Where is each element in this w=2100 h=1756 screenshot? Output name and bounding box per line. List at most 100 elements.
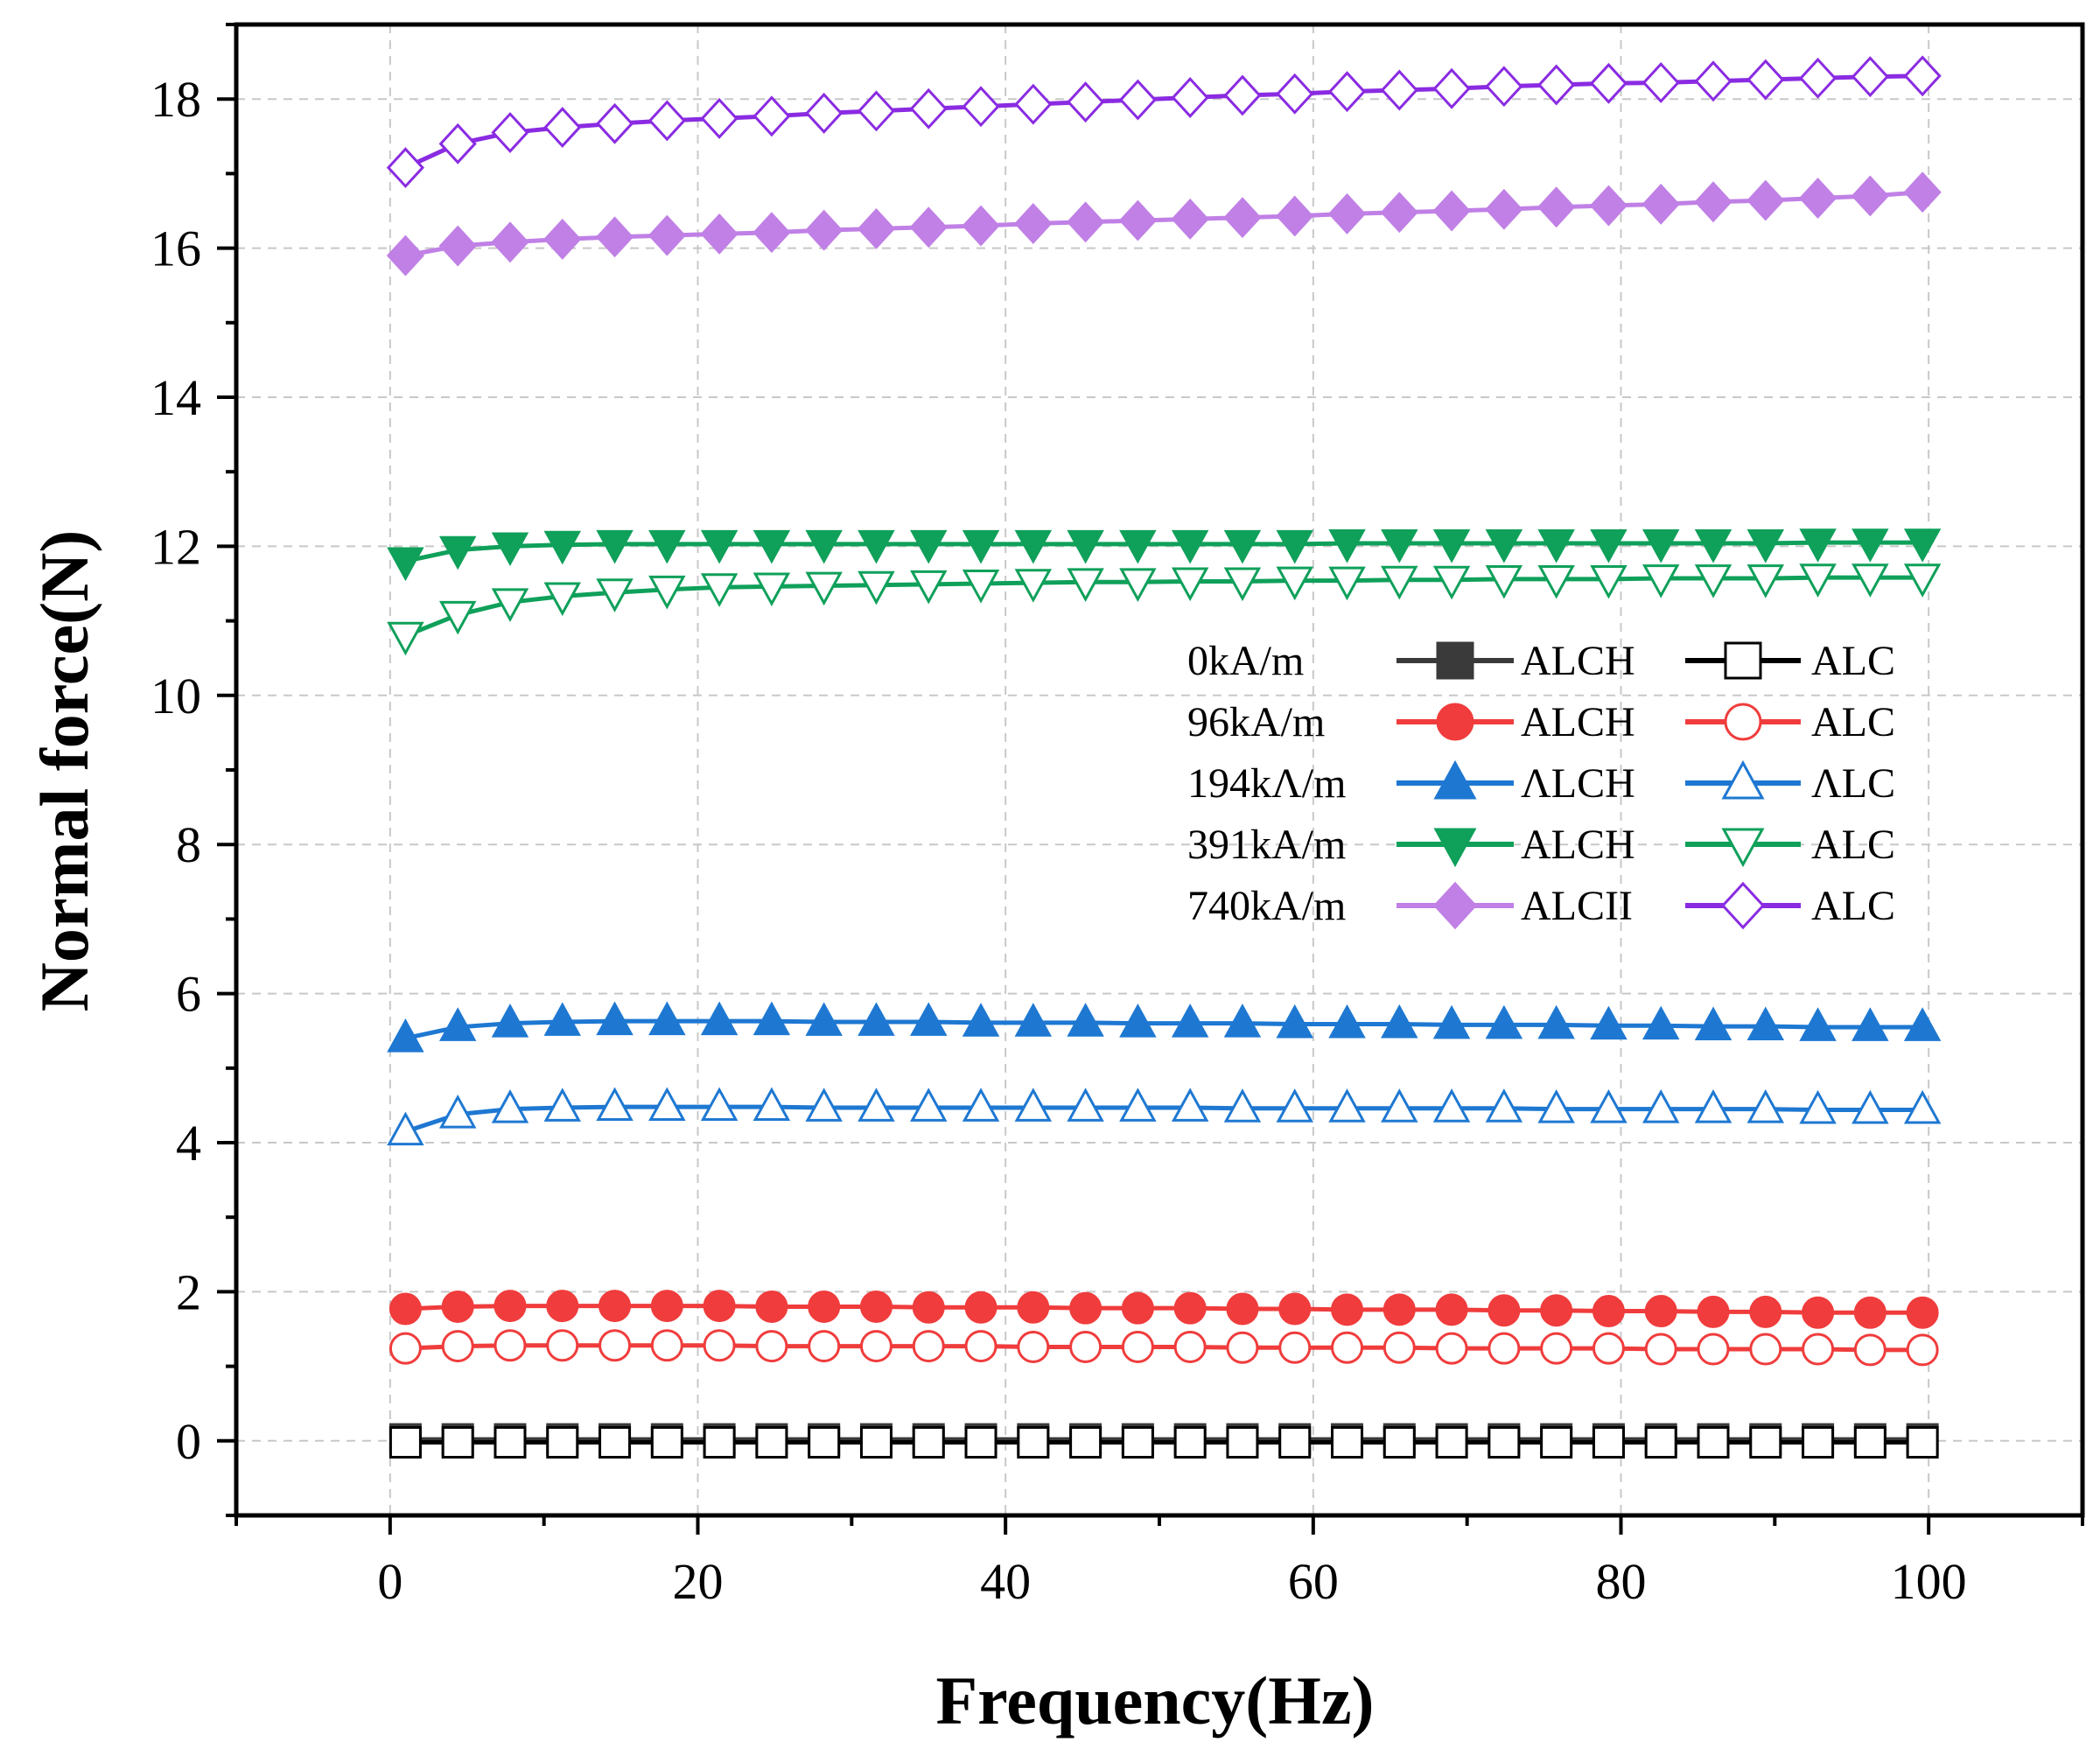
data-point xyxy=(1592,1332,1625,1365)
data-point xyxy=(859,1426,892,1459)
data-point xyxy=(1331,1331,1364,1364)
data-point xyxy=(910,1002,948,1036)
data-point xyxy=(1485,1088,1523,1123)
data-point xyxy=(598,1426,632,1459)
data-point xyxy=(857,207,896,249)
legend-marker xyxy=(1721,759,1765,800)
data-point xyxy=(962,529,1000,564)
data-point xyxy=(1799,1089,1837,1124)
series-7-alc xyxy=(387,563,1942,656)
data-point xyxy=(912,1291,945,1324)
data-point xyxy=(1537,186,1576,228)
data-point xyxy=(1069,1330,1102,1363)
data-point xyxy=(596,529,634,564)
legend-field-label: 96kA/m xyxy=(1187,699,1325,745)
legend-marker xyxy=(1433,759,1477,800)
data-point xyxy=(648,529,686,564)
legend-series-label: ΛLCH xyxy=(1521,760,1635,807)
data-point xyxy=(962,86,1000,128)
data-point xyxy=(1746,179,1785,221)
data-point xyxy=(1694,181,1732,223)
data-point xyxy=(1642,183,1680,225)
data-point xyxy=(1432,1088,1471,1123)
data-point xyxy=(1118,79,1157,121)
data-point xyxy=(1590,564,1628,599)
data-point xyxy=(1903,1089,1942,1124)
data-point xyxy=(1067,568,1104,602)
data-point xyxy=(1067,1003,1104,1037)
data-point xyxy=(1644,1333,1677,1366)
data-point xyxy=(1226,1331,1259,1364)
legend-marker xyxy=(1433,828,1477,868)
data-point xyxy=(1697,1295,1730,1328)
series-1-alc xyxy=(388,1426,1939,1459)
data-point xyxy=(494,1290,527,1323)
x-tick-label: 80 xyxy=(1596,1553,1647,1610)
series-line xyxy=(404,73,1923,170)
data-point xyxy=(1121,1330,1154,1363)
data-point xyxy=(1119,1088,1157,1122)
data-point xyxy=(700,573,738,607)
data-point xyxy=(1223,1004,1262,1038)
data-point xyxy=(543,107,582,149)
series-2-alch xyxy=(388,1290,1939,1329)
data-point xyxy=(595,216,634,258)
legend-series-label: ΛLC xyxy=(1811,760,1895,807)
data-point xyxy=(858,1002,895,1036)
data-point xyxy=(387,1018,424,1053)
data-point xyxy=(1382,1331,1416,1364)
data-point xyxy=(1903,563,1942,598)
data-point xyxy=(1173,1426,1207,1459)
data-point xyxy=(1485,529,1523,563)
data-point xyxy=(1173,1330,1207,1363)
x-tick-label: 100 xyxy=(1891,1553,1967,1610)
data-point xyxy=(1851,175,1889,217)
data-point xyxy=(1694,1088,1732,1123)
data-point xyxy=(910,570,948,605)
series-9-alc xyxy=(386,55,1942,189)
data-point xyxy=(859,1330,892,1363)
data-point xyxy=(1382,1293,1416,1326)
data-point xyxy=(1802,1296,1835,1329)
data-point xyxy=(1223,197,1262,239)
data-point xyxy=(1694,564,1732,598)
data-point xyxy=(1694,529,1732,563)
data-point xyxy=(909,87,948,129)
data-point xyxy=(858,570,895,605)
data-point xyxy=(752,572,791,607)
data-point xyxy=(1799,528,1837,563)
data-point xyxy=(1014,529,1053,564)
data-point xyxy=(1017,1426,1050,1459)
data-point xyxy=(546,1426,579,1459)
data-point xyxy=(1642,564,1680,598)
data-point xyxy=(1226,1292,1259,1326)
data-point xyxy=(1223,529,1262,564)
data-point xyxy=(1903,55,1942,97)
data-point xyxy=(1537,1088,1575,1123)
series-line xyxy=(404,575,1923,638)
legend-series-label: ALCH xyxy=(1521,822,1635,868)
axes: 0 20 40 60 80 100 0 2 4 6 8 10 12 14 16 18 xyxy=(150,22,2085,1610)
data-point xyxy=(1697,1426,1730,1459)
legend-marker xyxy=(1720,881,1766,930)
data-point xyxy=(387,621,424,656)
data-point xyxy=(1642,1088,1680,1123)
data-point xyxy=(1852,1007,1889,1041)
data-point xyxy=(1432,565,1471,600)
data-point xyxy=(1537,529,1575,563)
legend-field-label: 391kA/m xyxy=(1187,822,1346,868)
data-point xyxy=(648,100,686,142)
data-point xyxy=(650,1290,683,1323)
data-point xyxy=(1537,1004,1575,1039)
data-point xyxy=(1276,529,1313,564)
data-point xyxy=(1069,1426,1102,1459)
data-point xyxy=(438,225,477,267)
data-point xyxy=(755,1426,788,1459)
data-point xyxy=(386,234,425,276)
data-point xyxy=(964,1426,998,1459)
data-point xyxy=(910,529,948,564)
legend-series-label: ALC xyxy=(1811,638,1895,684)
series-8-alch xyxy=(386,171,1942,276)
legend-marker xyxy=(1721,828,1765,868)
data-point xyxy=(805,529,843,564)
